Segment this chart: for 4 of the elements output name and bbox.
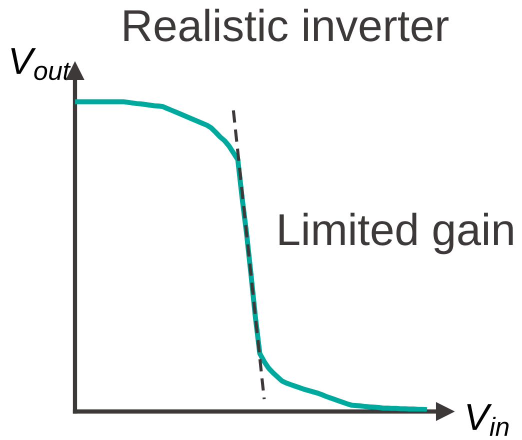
y-axis-title: V$_{out}$ xyxy=(11,48,71,80)
annotation: Limited gain xyxy=(280,212,513,254)
chart-title: Realistic inverter xyxy=(124,8,449,42)
x-axis-title: V$_{in}$ xyxy=(467,404,509,436)
